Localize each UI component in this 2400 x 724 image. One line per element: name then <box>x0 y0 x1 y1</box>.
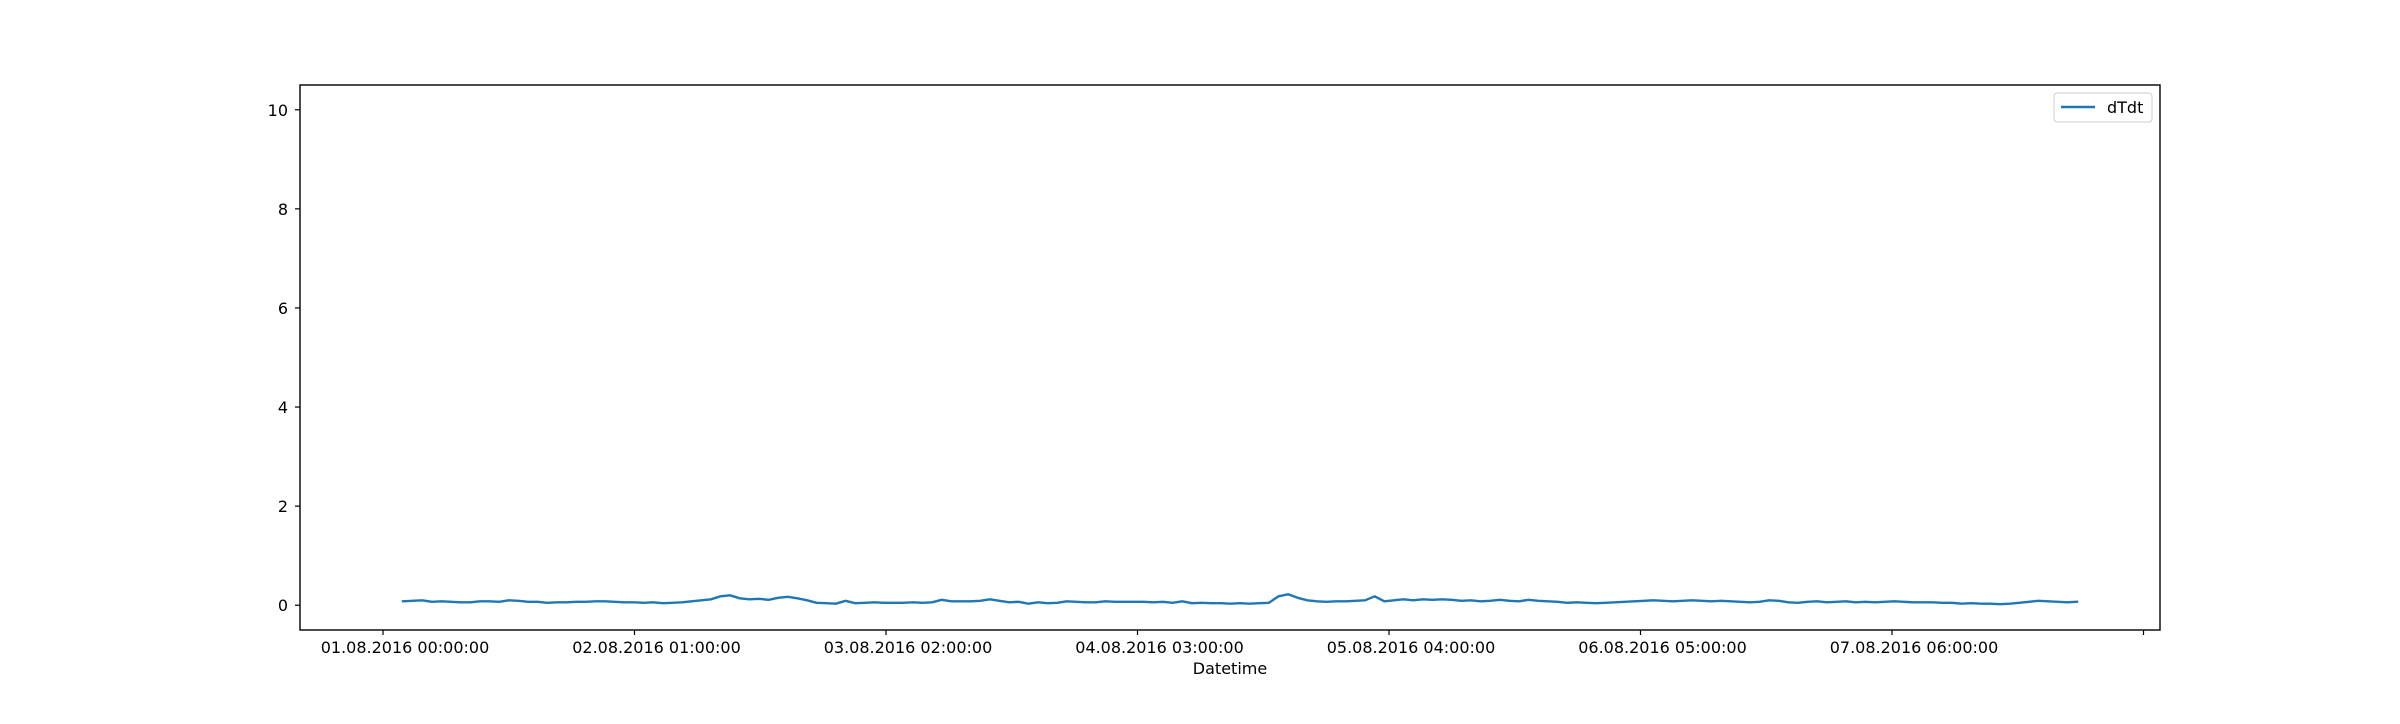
series-lines <box>401 593 2079 606</box>
x-axis: 01.08.2016 00:00:00 02.08.2016 01:00:00 03… <box>321 630 2145 657</box>
x-tick-label: 01.08.2016 00:00:00 <box>321 638 490 657</box>
y-tick-label: 4 <box>278 398 288 417</box>
x-tick-label: 04.08.2016 03:00:00 <box>1075 638 1244 657</box>
y-tick-label: 10 <box>268 101 288 120</box>
x-tick-label: 02.08.2016 01:00:00 <box>572 638 741 657</box>
legend: dTdt <box>2053 92 2153 123</box>
x-axis-label: Datetime <box>1193 659 1267 678</box>
series-line-dtdt <box>401 593 2079 606</box>
x-tick-label: 07.08.2016 06:00:00 <box>1830 638 1999 657</box>
plot-frame <box>299 84 2161 631</box>
y-tick-label: 0 <box>278 596 288 615</box>
legend-box <box>2053 92 2153 123</box>
y-tick-label: 8 <box>278 200 288 219</box>
x-tick-label: 06.08.2016 05:00:00 <box>1578 638 1747 657</box>
legend-label-dtdt: dTdt <box>2107 98 2143 117</box>
x-tick-label: 05.08.2016 04:00:00 <box>1327 638 1496 657</box>
y-axis: 0 2 4 6 8 10 <box>268 101 300 615</box>
y-tick-label: 6 <box>278 299 288 318</box>
y-tick-label: 2 <box>278 497 288 516</box>
x-tick-label: 03.08.2016 02:00:00 <box>824 638 993 657</box>
